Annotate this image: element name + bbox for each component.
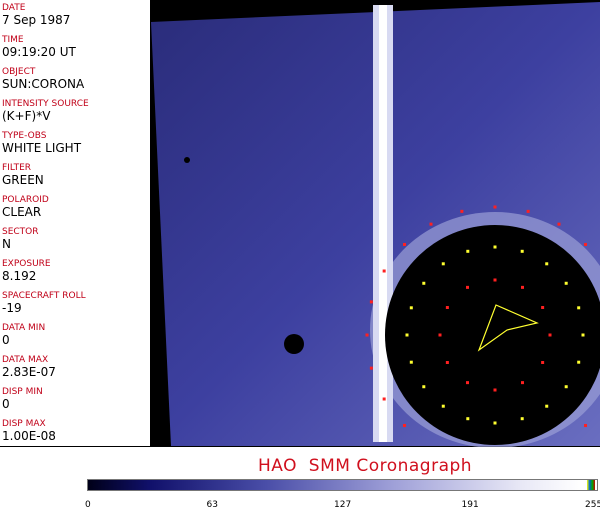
colorbar <box>87 479 598 491</box>
field-value: (K+F)*V <box>2 109 51 123</box>
grid-marker <box>445 361 449 364</box>
grid-marker <box>369 300 373 304</box>
grid-marker <box>521 381 524 385</box>
field-label: SPACECRAFT ROLL <box>2 291 86 301</box>
field-label: DISP MAX <box>2 419 46 429</box>
field-value: CLEAR <box>2 205 42 219</box>
grid-marker <box>422 385 426 389</box>
field-value: -19 <box>2 301 22 315</box>
grid-marker <box>526 209 530 213</box>
grid-marker <box>438 333 442 337</box>
field-value: 1.00E-08 <box>2 429 56 443</box>
grid-marker <box>493 205 497 209</box>
grid-marker <box>541 361 545 364</box>
grid-marker <box>365 333 369 337</box>
grid-marker <box>382 269 386 273</box>
grid-marker <box>466 285 469 289</box>
field-label: DATE <box>2 3 26 13</box>
coronagraph-image <box>151 0 600 447</box>
field-label: TIME <box>2 35 24 45</box>
field-value: SUN:CORONA <box>2 77 85 91</box>
grid-marker <box>409 306 413 310</box>
field-label: DATA MAX <box>2 355 49 365</box>
field-label: DISP MIN <box>2 387 43 397</box>
field-label: SECTOR <box>2 227 39 237</box>
grid-marker <box>581 333 585 337</box>
field-label: INTENSITY SOURCE <box>2 99 89 109</box>
grid-marker <box>466 249 470 253</box>
field-label: DATA MIN <box>2 323 46 333</box>
grid-marker <box>548 333 552 337</box>
grid-marker <box>557 222 561 226</box>
grid-marker <box>429 222 433 226</box>
colorbar-tick-label: 0 <box>85 500 91 510</box>
field-value: 0 <box>2 397 10 411</box>
field-label: POLAROID <box>2 195 49 205</box>
colorbar-tick-label: 127 <box>334 500 352 510</box>
field-value: 7 Sep 1987 <box>2 13 71 27</box>
grid-marker <box>584 242 588 246</box>
grid-marker <box>577 360 581 364</box>
grid-marker <box>545 404 549 408</box>
grid-marker <box>422 281 426 285</box>
grid-marker <box>493 421 497 425</box>
grid-marker <box>520 417 524 421</box>
grid-marker <box>441 404 445 408</box>
field-label: EXPOSURE <box>2 259 51 269</box>
grid-marker <box>466 417 470 421</box>
header-info-panel: DATE 7 Sep 1987 TIME 09:19:20 UT OBJECT SUN:C… <box>0 0 151 447</box>
plot-title: HAO SMM Coronagraph <box>258 456 473 476</box>
grid-marker <box>460 209 464 213</box>
field-value: GREEN <box>2 173 44 187</box>
colorbar-tick-label: 63 <box>206 500 218 510</box>
colorbar-tick-label: 191 <box>461 500 479 510</box>
field-value: WHITE LIGHT <box>2 141 82 155</box>
grid-marker <box>564 281 568 285</box>
field-value: 8.192 <box>2 269 37 283</box>
field-label: TYPE-OBS <box>2 131 47 141</box>
field-value: 2.83E-07 <box>2 365 56 379</box>
marker-polygon <box>477 304 539 352</box>
grid-marker <box>493 388 497 392</box>
grid-marker <box>564 385 568 389</box>
field-label: OBJECT <box>2 67 36 77</box>
grid-marker <box>405 333 409 337</box>
colorbar-tick-label: 255 <box>585 500 600 510</box>
grid-marker <box>541 306 545 309</box>
field-label: FILTER <box>2 163 32 173</box>
grid-marker <box>369 366 373 370</box>
grid-marker <box>402 424 406 428</box>
occulting-disk <box>385 225 600 445</box>
grid-marker <box>545 262 549 266</box>
grid-marker <box>521 285 524 289</box>
grid-marker <box>441 262 445 266</box>
grid-marker <box>382 397 386 401</box>
grid-marker <box>402 242 406 246</box>
field-value: N <box>2 237 11 251</box>
grid-marker <box>577 306 581 310</box>
grid-marker <box>493 245 497 249</box>
grid-marker <box>584 424 588 428</box>
grid-marker <box>409 360 413 364</box>
field-value: 09:19:20 UT <box>2 45 76 59</box>
grid-marker <box>493 278 497 282</box>
field-value: 0 <box>2 333 10 347</box>
grid-marker <box>466 381 469 385</box>
grid-marker <box>520 249 524 253</box>
grid-marker <box>445 306 449 309</box>
